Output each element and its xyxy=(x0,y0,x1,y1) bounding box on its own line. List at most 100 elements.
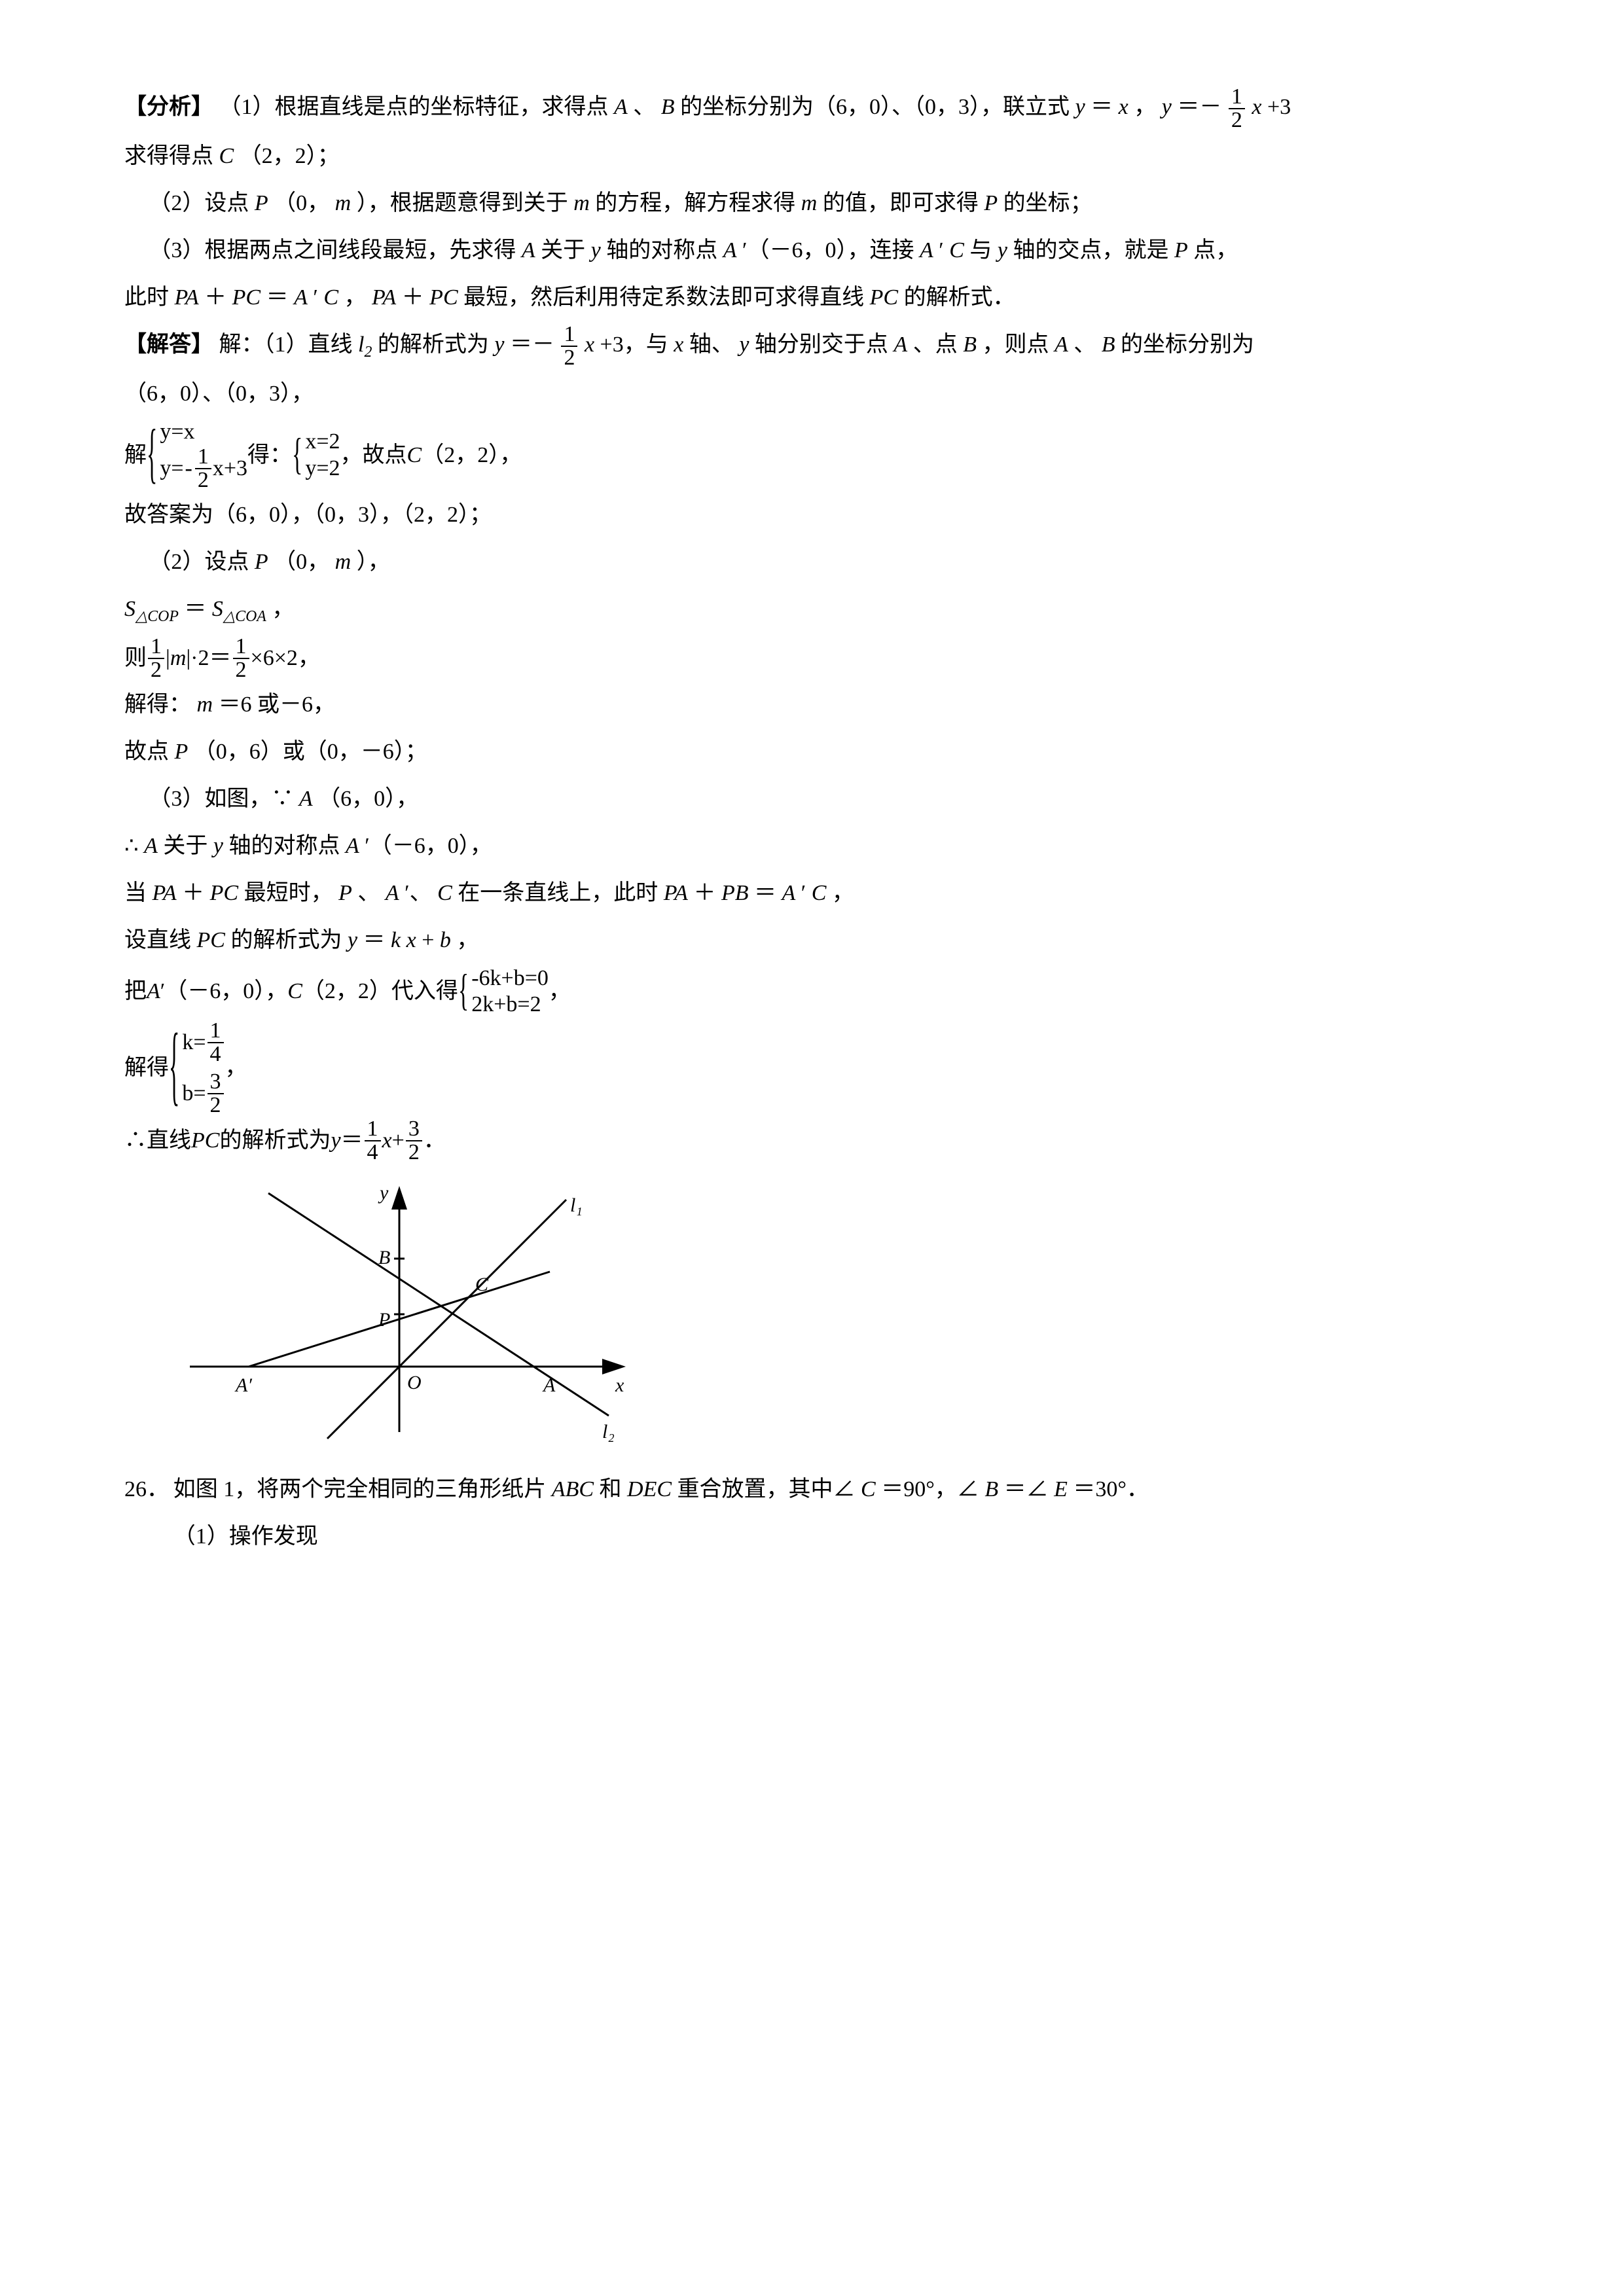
sym-a: A xyxy=(782,881,796,905)
thus-p: 故点 P （0，6）或（0，－6）； xyxy=(124,730,1506,774)
sym-p: P xyxy=(984,191,998,215)
text: ′（－6，0）， xyxy=(365,834,492,858)
sym-pc: PC xyxy=(232,285,261,310)
sym-pb: PB xyxy=(721,881,749,905)
text: 轴、 xyxy=(689,332,734,357)
system-4: { k= 14 b= 32 xyxy=(169,1020,225,1117)
analysis-para-2: （2）设点 P （0， m ），根据题意得到关于 m 的方程，解方程求得 m 的… xyxy=(124,181,1506,226)
sym-m: m xyxy=(170,636,187,681)
sym-pc: PC xyxy=(870,285,898,310)
text: 、 xyxy=(633,95,655,119)
sym-y: y xyxy=(998,238,1007,262)
analysis-para-3b: 此时 PA ＋ PC ＝ A ′ C ， PA ＋ PC 最短，然后利用待定系数… xyxy=(124,276,1506,320)
part3-shortest: 当 PA ＋ PC 最短时， P 、 A ′、 C 在一条直线上，此时 PA ＋… xyxy=(124,871,1506,916)
text: ，故点 xyxy=(340,433,407,478)
sym-y: y xyxy=(213,834,223,858)
text: 得： xyxy=(247,433,292,478)
text: 的解析式为 xyxy=(219,1119,331,1163)
text: ＝ xyxy=(341,1119,363,1163)
text: ＋ xyxy=(204,285,226,310)
sym-dec: DEC xyxy=(627,1477,672,1501)
svg-text:l₁: l₁ xyxy=(570,1194,583,1216)
frac-half: 12 xyxy=(148,636,164,681)
text: 最短，然后利用待定系数法即可求得直线 xyxy=(463,285,870,310)
text: 、点 xyxy=(913,332,964,357)
sym-c: C xyxy=(949,238,964,262)
sym-pc: PC xyxy=(429,285,458,310)
sym-m: m xyxy=(197,692,213,717)
sym-m: m xyxy=(801,191,818,215)
text: ＋ xyxy=(693,881,715,905)
text: ∴ xyxy=(124,834,139,858)
text: 此时 xyxy=(124,285,175,310)
sym-c: C xyxy=(437,881,452,905)
sym-pc: PC xyxy=(210,881,238,905)
sym-a: A xyxy=(346,834,359,858)
area-equation: S△COP ＝ S△COA ， xyxy=(124,587,1506,632)
coordinate-chart: OxyAA′BPCl₁l₂ xyxy=(164,1170,1506,1461)
question-number: 26． xyxy=(124,1467,173,1512)
sys-row: b= xyxy=(182,1083,206,1105)
svg-text:x: x xyxy=(615,1374,624,1396)
q26-body: 如图 1，将两个完全相同的三角形纸片 ABC 和 DEC 重合放置，其中∠ C … xyxy=(173,1467,1506,1512)
text: （2，2）； xyxy=(240,144,340,168)
svg-text:B: B xyxy=(378,1247,390,1268)
text: 点， xyxy=(1193,238,1238,262)
q26-sub1: （1）操作发现 xyxy=(173,1515,1506,1559)
text: （1）根据直线是点的坐标特征，求得点 xyxy=(219,95,615,119)
sys-row: y=x xyxy=(160,419,194,446)
svg-text:C: C xyxy=(475,1274,489,1295)
sym-a: A xyxy=(723,238,737,262)
text: 的解析式为 xyxy=(378,332,495,357)
sym-c: C xyxy=(812,881,827,905)
sym-a: A xyxy=(920,238,933,262)
solution-para-1: 【解答】 解：（1）直线 l2 的解析式为 y ＝－ 12 x +3，与 x 轴… xyxy=(124,323,1506,369)
system-1-row: 解 { y=x y= - 12 x+3 得： { x=2 y=2 ，故点 C （… xyxy=(124,419,1506,492)
sym-s: S xyxy=(124,597,135,621)
analysis-para-3: （3）根据两点之间线段最短，先求得 A 关于 y 轴的对称点 A ′（－6，0）… xyxy=(124,228,1506,273)
sym-x: x xyxy=(585,332,594,357)
text: +3 xyxy=(1267,95,1291,119)
sym-y: y xyxy=(1162,95,1172,119)
text: （0， xyxy=(274,191,329,215)
text: ， xyxy=(225,1046,247,1090)
text: （2，2）代入得 xyxy=(302,969,458,1014)
text: | xyxy=(166,636,170,681)
svg-text:A: A xyxy=(542,1374,556,1396)
sym-l2: l2 xyxy=(358,332,372,357)
text: 、 xyxy=(357,881,380,905)
sym-c: C xyxy=(407,433,422,478)
text: 轴分别交于点 xyxy=(755,332,894,357)
svg-text:P: P xyxy=(378,1309,390,1331)
text: 故答案为（6，0），（0，3），（2，2）； xyxy=(124,503,492,527)
sym-k: k xyxy=(391,928,401,952)
text: ， xyxy=(549,969,571,1014)
text: ＝∠ xyxy=(1004,1477,1049,1501)
sym-p: P xyxy=(175,740,189,764)
sym-a: A xyxy=(147,969,160,1014)
sym-a: A xyxy=(386,881,399,905)
system-1: { y=x y= - 12 x+3 xyxy=(147,419,247,492)
text: （6，0）， xyxy=(318,787,418,811)
sym-pa: PA xyxy=(175,285,199,310)
sym-pa: PA xyxy=(664,881,688,905)
sym-y: y xyxy=(739,332,749,357)
text: 的坐标分别为 xyxy=(1121,332,1254,357)
text: 轴的对称点 xyxy=(229,834,346,858)
answer-summary: 故答案为（6，0），（0，3），（2，2）； xyxy=(124,493,1506,537)
chart-svg: OxyAA′BPCl₁l₂ xyxy=(164,1170,635,1445)
sub: △COA xyxy=(223,608,266,625)
part3-set-line: 设直线 PC 的解析式为 y ＝ k x + b ， xyxy=(124,918,1506,963)
sym-x: x xyxy=(382,1119,392,1163)
brace-icon: { xyxy=(292,433,302,478)
text: 解 xyxy=(124,433,147,478)
sym-c: C xyxy=(219,144,234,168)
text: （0，6）或（0，－6）； xyxy=(194,740,427,764)
text: 的坐标； xyxy=(1003,191,1092,215)
text: ＝ xyxy=(184,597,206,621)
text: 关于 xyxy=(541,238,591,262)
sym-p: P xyxy=(1174,238,1188,262)
text: 的方程，解方程求得 xyxy=(595,191,801,215)
sym-p: P xyxy=(255,191,268,215)
text: +3，与 xyxy=(600,332,674,357)
